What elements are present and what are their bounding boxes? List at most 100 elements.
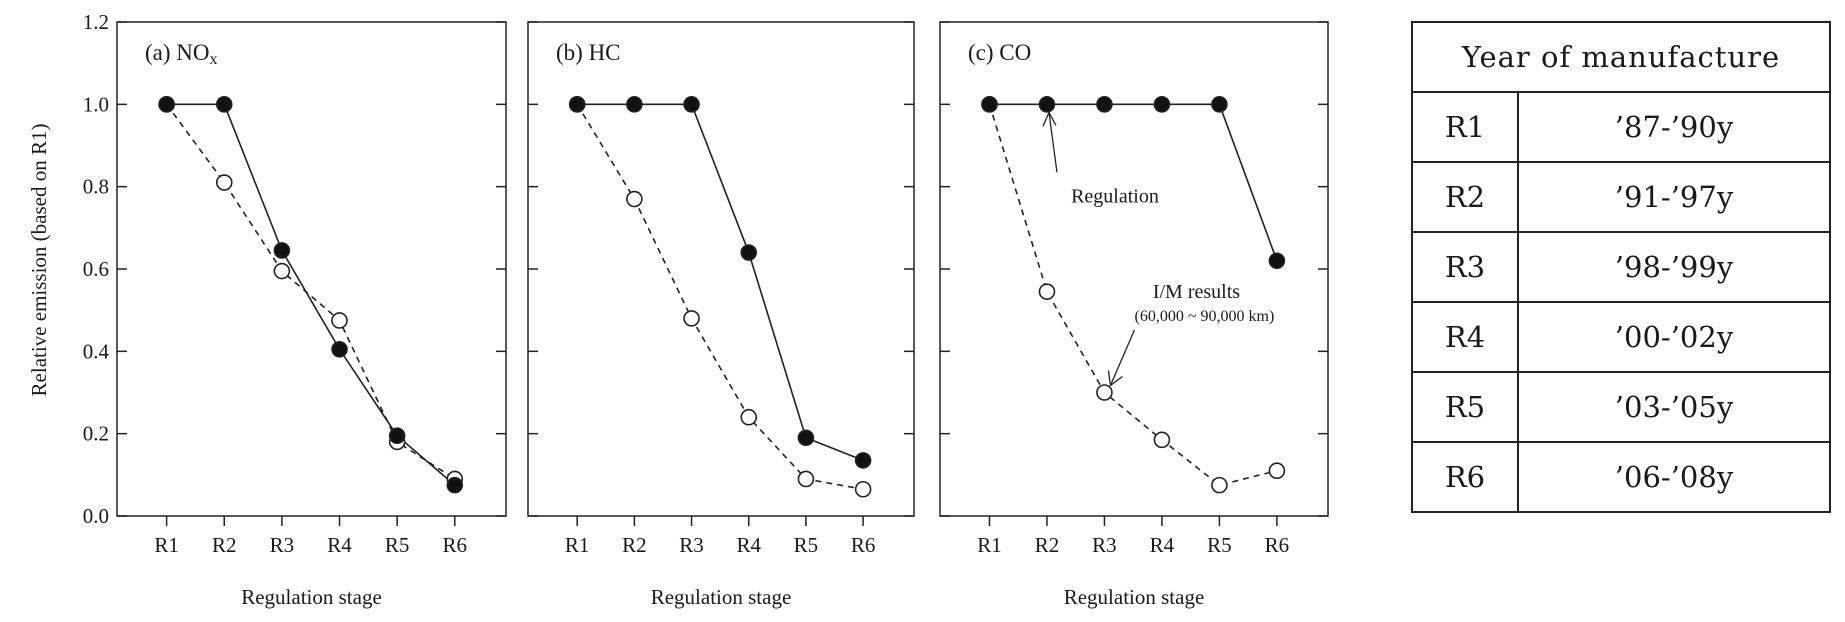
x-tick-label: R4: [736, 533, 761, 557]
x-axis-label: Regulation stage: [241, 585, 382, 609]
panel-title: (b) HC: [556, 40, 621, 65]
data-point-open: [740, 408, 758, 426]
data-point-filled: [626, 96, 643, 113]
panel-title: (c) CO: [968, 40, 1031, 65]
annotation-arrow-head: [1042, 110, 1057, 127]
series-line-dashed: [165, 103, 456, 480]
plot-frame-0: [116, 21, 507, 517]
x-tick-label: R1: [977, 533, 1002, 557]
annotation-im-range: (60,000 ~ 90,000 km): [1135, 308, 1275, 325]
data-point-filled: [683, 96, 700, 113]
data-point-filled: [568, 96, 586, 113]
data-point-open: [1038, 283, 1056, 300]
x-tick-label: R6: [443, 533, 468, 557]
data-point-filled: [1096, 96, 1113, 113]
y-tick-label: 1.0: [83, 92, 109, 116]
data-point-open: [1096, 384, 1113, 401]
data-point-filled: [854, 452, 872, 469]
table-row: R4’00-’02y: [1411, 301, 1831, 373]
charts-figure: Relative emission (based on R1) R1 R2 R3 R4…: [27, 10, 1329, 609]
table-cell-years: ’06-’08y: [1517, 441, 1831, 513]
data-point-filled: [797, 429, 815, 447]
x-tick-label: R5: [794, 533, 819, 557]
annotation-arrow-head: [1107, 370, 1123, 387]
table-cell-stage: R4: [1411, 301, 1519, 373]
series-line-solid: [577, 103, 864, 462]
x-tick-label: R2: [212, 533, 237, 557]
table-cell-stage: R1: [1411, 91, 1519, 163]
table-row: R5’03-’05y: [1411, 371, 1831, 443]
data-point-open: [854, 480, 872, 498]
table-row: R6’06-’08y: [1411, 441, 1831, 513]
data-point-filled: [981, 96, 998, 113]
x-tick-label: R4: [1150, 533, 1175, 557]
data-point-filled: [388, 427, 406, 445]
y-tick-label: 0.0: [83, 504, 109, 528]
table-header-row: Year of manufacture: [1411, 21, 1831, 93]
x-axis-label: Regulation stage: [1064, 585, 1205, 609]
data-point-open: [797, 470, 815, 488]
data-point-filled: [158, 96, 175, 113]
year-of-manufacture-table: Year of manufacture R1’87-’90y R2’91-’97y…: [1411, 21, 1831, 513]
data-point-filled: [1153, 96, 1171, 113]
data-point-open: [273, 262, 291, 280]
x-tick-label: R1: [565, 533, 590, 557]
data-point-filled: [215, 96, 233, 113]
plot-frame-1: [527, 21, 915, 517]
table-cell-years: ’00-’02y: [1517, 301, 1831, 373]
panel-title-text: (c) CO: [968, 40, 1031, 65]
table-cell-stage: R3: [1411, 231, 1519, 303]
panel-title-text: (a) NO: [145, 40, 210, 65]
x-tick-label: R1: [154, 533, 179, 557]
data-point-open: [626, 190, 643, 208]
table-body: R1’87-’90y R2’91-’97y R3’98-’99y R4’00-’02y…: [1411, 91, 1831, 513]
data-point-filled: [1211, 96, 1228, 113]
table-cell-years: ’98-’99y: [1517, 231, 1831, 303]
series-line-solid: [166, 103, 456, 486]
x-tick-label: R5: [385, 533, 410, 557]
series-line-dashed: [576, 103, 864, 491]
y-tick-label: 0.4: [83, 339, 110, 363]
x-tick-label: R2: [622, 533, 647, 557]
table-row: R3’98-’99y: [1411, 231, 1831, 303]
table-cell-years: ’03-’05y: [1517, 371, 1831, 443]
series-line-solid: [989, 103, 1278, 262]
x-tick-label: R3: [1092, 533, 1117, 557]
data-point-open: [215, 174, 233, 191]
data-point-filled: [1268, 252, 1286, 270]
x-tick-label: R4: [327, 533, 352, 557]
data-point-open: [1268, 462, 1286, 480]
annotation-arrow-shaft: [1048, 112, 1058, 173]
x-tick-label: R3: [270, 533, 295, 557]
y-axis-label: Relative emission (based on R1): [27, 124, 51, 397]
y-tick-label: 0.6: [83, 257, 109, 281]
data-point-filled: [331, 340, 348, 358]
data-point-filled: [740, 244, 758, 261]
table-row: R1’87-’90y: [1411, 91, 1831, 163]
y-tick-label: 0.2: [83, 422, 109, 446]
x-tick-label: R6: [1265, 533, 1290, 557]
panel-title-text: (b) HC: [556, 40, 621, 65]
table-header: Year of manufacture: [1411, 21, 1831, 93]
data-point-filled: [1038, 96, 1056, 113]
x-tick-label: R2: [1035, 533, 1060, 557]
x-axis-label: Regulation stage: [651, 585, 792, 609]
x-tick-label: R5: [1207, 533, 1232, 557]
data-point-filled: [446, 476, 464, 494]
data-point-filled: [273, 242, 291, 259]
table-cell-years: ’91-’97y: [1517, 161, 1831, 233]
annotation-arrow-shaft: [1109, 329, 1136, 386]
y-tick-label: 1.2: [83, 10, 109, 34]
panel-title-subscript: x: [210, 51, 218, 68]
table-cell-stage: R2: [1411, 161, 1519, 233]
table-row: R2’91-’97y: [1411, 161, 1831, 233]
y-tick-label: 0.8: [83, 175, 109, 199]
table-cell-stage: R6: [1411, 441, 1519, 513]
table-cell-years: ’87-’90y: [1517, 91, 1831, 163]
x-tick-label: R3: [679, 533, 704, 557]
table-cell-stage: R5: [1411, 371, 1519, 443]
data-point-open: [331, 312, 348, 329]
plot-frame-2: [939, 21, 1329, 517]
annotation-im-results: I/M results: [1153, 281, 1240, 303]
data-point-open: [683, 310, 700, 327]
